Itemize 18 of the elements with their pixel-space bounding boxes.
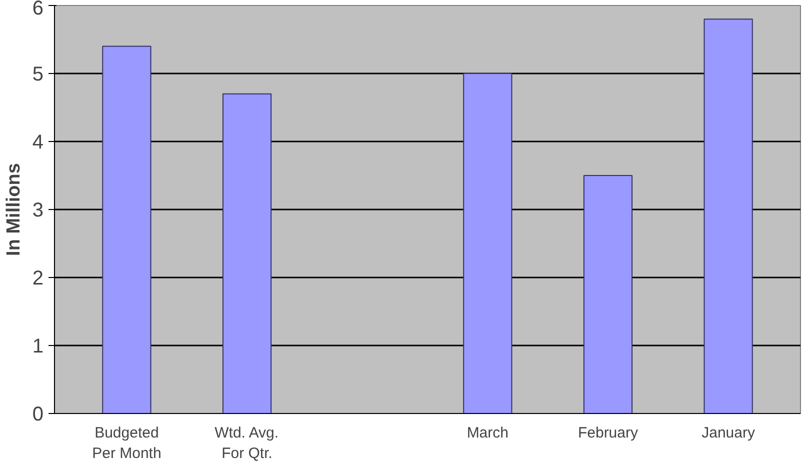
- x-tick-label: Budgeted Per Month: [92, 424, 162, 462]
- x-tick-label: March: [466, 424, 509, 442]
- bar: [222, 93, 272, 414]
- y-tick-label: 2: [32, 268, 44, 290]
- x-tick-label: January: [702, 424, 756, 442]
- y-tick-label: 5: [32, 64, 44, 86]
- y-tick-label: 6: [32, 0, 44, 20]
- y-axis-title: In Millions: [3, 163, 24, 256]
- bar: [102, 46, 152, 414]
- bar: [463, 73, 512, 414]
- y-tick-label: 1: [32, 336, 44, 358]
- y-tick-label: 0: [32, 404, 44, 426]
- x-tick-label: Wtd. Avg. For Qtr.: [214, 424, 279, 462]
- bar: [583, 175, 633, 414]
- x-tick-label: February: [578, 424, 638, 442]
- bar: [704, 18, 753, 414]
- y-tick-label: 4: [32, 132, 44, 154]
- y-tick-label: 3: [32, 200, 44, 222]
